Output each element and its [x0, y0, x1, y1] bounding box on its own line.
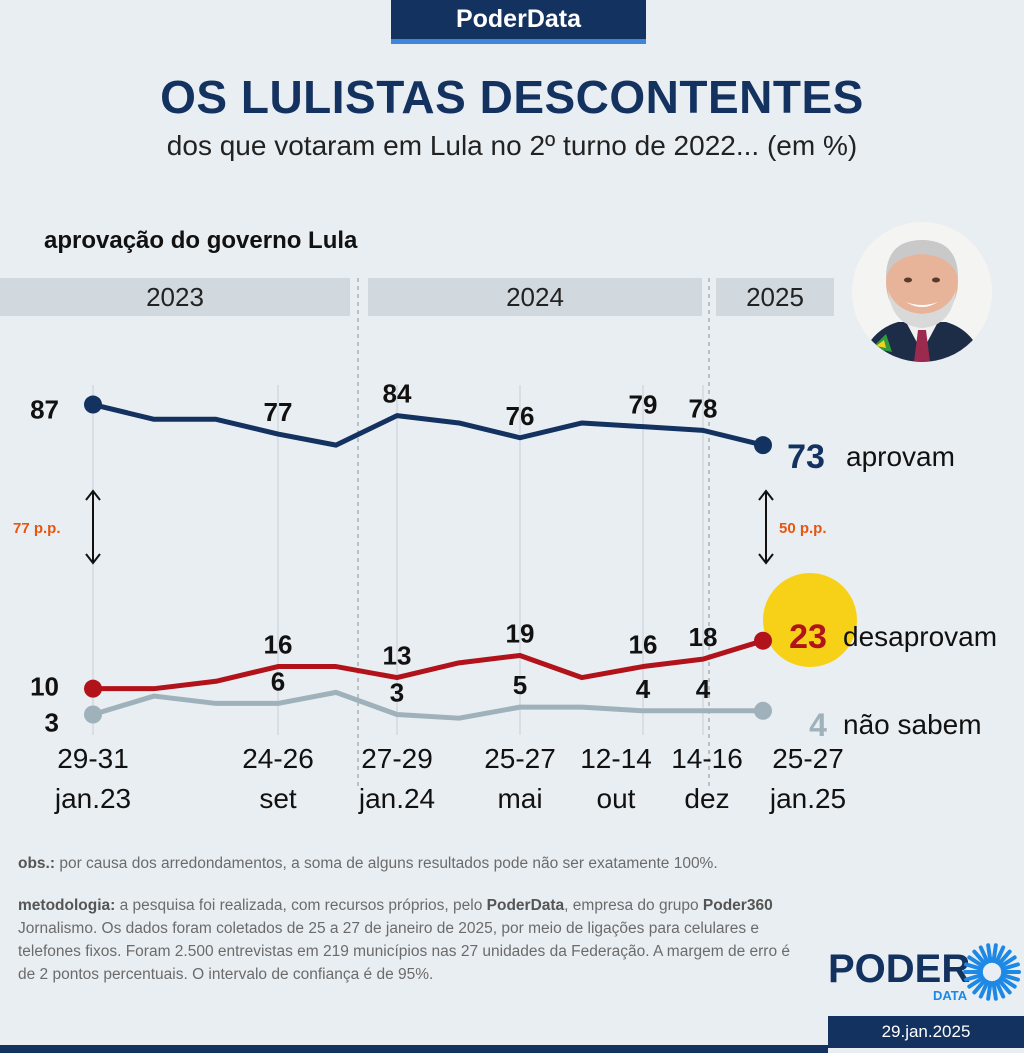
sunburst-ray-5 [991, 980, 998, 1001]
data-label-0-0: 87 [30, 395, 59, 425]
sunburst-ray-21 [1000, 962, 1020, 971]
data-label-2-10: 4 [696, 674, 711, 704]
series-name-1: desaprovam [843, 621, 997, 652]
data-label-1-0: 10 [30, 672, 59, 702]
data-label-1-3: 16 [264, 630, 293, 660]
logo-sub: DATA [933, 988, 968, 1003]
logo-word: PODER [828, 947, 970, 991]
series-end-point-0 [754, 436, 772, 455]
sunburst-ray-17 [991, 943, 998, 964]
data-label-1-10: 18 [689, 622, 718, 652]
data-label-2-9: 4 [636, 674, 651, 704]
data-label-0-7: 76 [506, 401, 535, 431]
series-name-2: não sabem [843, 709, 982, 740]
sunburst-ray-14 [972, 949, 987, 966]
x-tick-label-2-0: 27-29 [361, 743, 433, 774]
x-tick-label-0-1: jan.23 [54, 783, 131, 814]
methodology-bold-1: PoderData [486, 897, 565, 914]
sunburst-ray-13 [967, 955, 985, 969]
sunburst-ray-7 [978, 980, 990, 999]
x-tick-label-3-1: mai [497, 783, 542, 814]
sunburst-ray-8 [972, 978, 987, 995]
x-tick-label-4-0: 12-14 [580, 743, 652, 774]
sunburst-ray-19 [997, 949, 1012, 966]
gap-arrow-end [758, 489, 774, 565]
sunburst-ray-15 [978, 945, 990, 964]
series-start-point-2 [84, 705, 102, 724]
lula-portrait [852, 222, 992, 362]
data-label-2-5: 3 [390, 678, 404, 708]
series-name-0: aprovam [846, 441, 955, 472]
data-label-0-10: 78 [689, 393, 718, 423]
x-tick-label-0-0: 29-31 [57, 743, 129, 774]
x-tick-label-5-1: dez [684, 783, 729, 814]
gap-label-start: 77 p.p. [13, 520, 61, 537]
methodology-text-3: Jornalismo. Os dados foram coletados de … [18, 920, 790, 983]
end-value-2: 4 [809, 707, 827, 743]
series-end-point-2 [754, 701, 772, 720]
sunburst-ray-1 [1000, 973, 1020, 982]
year-band-2025: 2025 [716, 278, 834, 316]
x-tick-label-2-1: jan.24 [358, 783, 435, 814]
sunburst-ray-6 [986, 980, 993, 1001]
x-tick-label-1-0: 24-26 [242, 743, 314, 774]
series-start-point-1 [84, 679, 102, 698]
sunburst-ray-20 [999, 955, 1017, 969]
sunburst-ray-3 [997, 978, 1012, 995]
sunburst-ray-18 [994, 945, 1006, 964]
methodology-text-2: , empresa do grupo [564, 897, 703, 914]
data-label-2-0: 3 [45, 708, 59, 738]
x-tick-label-6-1: jan.25 [769, 783, 846, 814]
obs-label: obs.: [18, 855, 56, 872]
chart-title: OS LULISTAS DESCONTENTES [160, 71, 864, 123]
poder-data-logo: PODER DATA [826, 942, 1022, 1006]
x-tick-label-6-0: 25-27 [772, 743, 844, 774]
sunburst-ray-10 [964, 973, 984, 982]
sunburst-ray-9 [967, 975, 985, 989]
data-label-0-9: 79 [629, 390, 658, 420]
obs-text: por causa dos arredondamentos, a soma de… [55, 855, 718, 872]
data-label-0-5: 84 [383, 379, 412, 409]
series-line-1 [90, 638, 766, 692]
gap-label-end: 50 p.p. [779, 520, 827, 537]
sunburst-ray-4 [994, 980, 1006, 999]
highlight-circle [763, 573, 857, 667]
end-value-1: 23 [789, 618, 827, 656]
data-label-1-9: 16 [629, 630, 658, 660]
bottom-bar [0, 1045, 828, 1053]
series-start-point-0 [84, 395, 102, 414]
x-tick-label-4-1: out [597, 783, 636, 814]
series-line-0 [90, 402, 766, 448]
sunburst-ray-12 [964, 962, 984, 971]
publication-date: 29.jan.2025 [828, 1016, 1024, 1048]
data-label-0-3: 77 [264, 397, 293, 427]
gap-arrow-start [85, 489, 101, 565]
obs-note: obs.: por causa dos arredondamentos, a s… [18, 852, 818, 875]
brand-badge: PoderData [391, 0, 646, 44]
series-end-point-1 [754, 631, 772, 650]
sunburst-icon [963, 943, 1021, 1001]
year-band-2023: 2023 [0, 278, 350, 316]
end-value-0: 73 [787, 438, 825, 476]
series-line-2 [90, 689, 766, 721]
year-band-2024: 2024 [368, 278, 702, 316]
data-label-2-3: 6 [271, 666, 285, 696]
methodology-note: metodologia: a pesquisa foi realizada, c… [18, 894, 798, 986]
portrait-illustration [852, 222, 992, 362]
data-label-1-7: 19 [506, 618, 535, 648]
sunburst-ray-2 [999, 975, 1017, 989]
data-label-1-5: 13 [383, 641, 412, 671]
x-tick-label-1-1: set [259, 783, 297, 814]
methodology-bold-2: Poder360 [702, 897, 773, 914]
chart-subtitle: dos que votaram em Lula no 2º turno de 2… [166, 130, 858, 161]
x-tick-label-3-0: 25-27 [484, 743, 556, 774]
methodology-label: metodologia: [18, 897, 116, 914]
x-tick-label-5-0: 14-16 [671, 743, 743, 774]
sunburst-ray-16 [986, 943, 993, 964]
section-label: aprovação do governo Lula [44, 227, 358, 254]
data-label-2-7: 5 [513, 670, 527, 700]
methodology-text-1: a pesquisa foi realizada, com recursos p… [115, 897, 487, 914]
